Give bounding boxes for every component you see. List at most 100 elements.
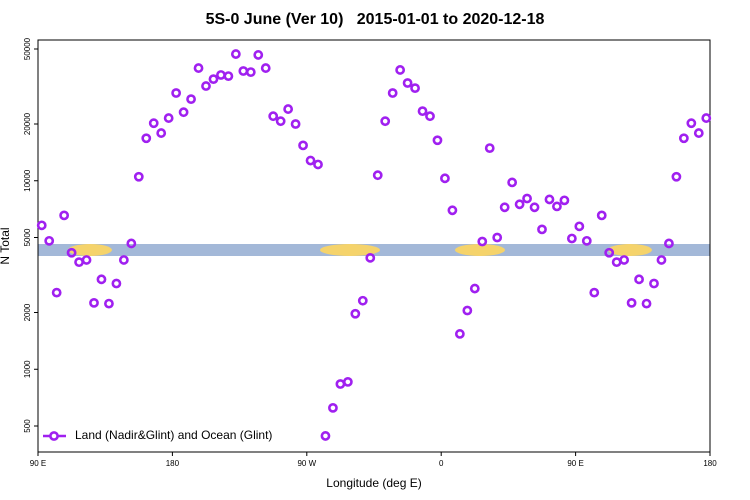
data-point xyxy=(59,210,70,221)
data-point xyxy=(186,94,196,105)
data-point xyxy=(290,119,301,129)
data-point xyxy=(275,116,286,127)
data-point xyxy=(260,63,271,73)
data-point xyxy=(141,133,152,144)
data-point xyxy=(544,194,555,205)
data-point xyxy=(701,113,712,123)
data-point xyxy=(118,255,129,265)
data-point xyxy=(656,255,667,265)
data-point xyxy=(529,202,540,213)
y-tick-label: 2000 xyxy=(23,303,32,321)
data-point xyxy=(499,202,510,213)
x-tick-label: 90 E xyxy=(567,459,583,468)
y-tick-label: 500 xyxy=(23,419,32,433)
legend-marker xyxy=(49,431,59,441)
y-tick-label: 10000 xyxy=(23,169,32,192)
data-point xyxy=(402,78,413,88)
data-point xyxy=(372,170,383,181)
x-tick-label: 90 E xyxy=(30,459,46,468)
data-point xyxy=(566,233,577,244)
y-tick-label: 5000 xyxy=(23,228,32,246)
data-point xyxy=(305,155,316,166)
data-point xyxy=(492,232,503,243)
data-point xyxy=(335,379,346,389)
data-point xyxy=(74,257,84,268)
data-point xyxy=(581,235,592,246)
data-point xyxy=(111,278,122,289)
data-point xyxy=(283,104,294,114)
data-point xyxy=(66,247,77,258)
data-point xyxy=(425,111,435,122)
data-point xyxy=(641,298,652,309)
x-tick-label: 0 xyxy=(439,459,444,468)
plot-frame xyxy=(37,39,711,453)
y-tick-label: 20000 xyxy=(23,112,32,135)
data-point xyxy=(514,199,525,210)
data-point xyxy=(298,140,308,151)
y-tick-label: 1000 xyxy=(23,360,32,378)
data-point xyxy=(417,106,428,117)
data-point xyxy=(320,431,331,441)
data-point xyxy=(208,74,219,85)
data-point xyxy=(619,255,630,265)
data-point xyxy=(589,287,600,298)
y-axis-label: N Total xyxy=(0,227,12,264)
data-point xyxy=(596,210,607,221)
data-point xyxy=(81,255,92,265)
data-point xyxy=(223,71,234,82)
data-point xyxy=(171,88,182,98)
data-point xyxy=(634,274,644,285)
data-point xyxy=(410,83,420,94)
data-point xyxy=(477,236,488,247)
data-point xyxy=(454,329,465,339)
data-point xyxy=(462,305,473,316)
data-point xyxy=(380,116,391,127)
data-point xyxy=(89,297,99,308)
data-point xyxy=(245,67,256,78)
data-point xyxy=(559,195,570,206)
data-point xyxy=(574,221,585,232)
data-point xyxy=(537,224,547,235)
data-point xyxy=(313,159,323,170)
x-axis-label: Longitude (deg E) xyxy=(326,476,421,490)
data-point xyxy=(44,235,55,246)
data-point xyxy=(126,238,137,249)
data-point xyxy=(678,133,689,144)
data-point xyxy=(365,252,376,263)
data-point xyxy=(507,177,518,188)
data-point xyxy=(671,171,682,182)
chart-title: 5S-0 June (Ver 10) 2015-01-01 to 2020-12… xyxy=(206,11,545,28)
data-point xyxy=(268,111,279,122)
legend-label: Land (Nadir&Glint) and Ocean (Glint) xyxy=(75,428,272,442)
data-point xyxy=(96,274,107,285)
data-point xyxy=(230,49,241,59)
y-tick-label: 50000 xyxy=(23,37,32,60)
x-tick-label: 180 xyxy=(703,459,717,468)
data-point xyxy=(238,66,249,76)
data-point xyxy=(148,118,159,129)
data-point xyxy=(686,118,697,129)
data-point xyxy=(440,173,450,184)
x-tick-label: 90 W xyxy=(297,459,316,468)
surface-band xyxy=(38,244,710,256)
data-point xyxy=(36,220,47,231)
data-point xyxy=(178,107,189,118)
data-point xyxy=(216,70,226,80)
data-point xyxy=(51,287,62,298)
data-point xyxy=(522,193,532,204)
data-point xyxy=(395,65,406,75)
data-point xyxy=(604,247,615,258)
data-point xyxy=(328,402,338,413)
data-point xyxy=(649,278,659,289)
data-point xyxy=(253,50,264,60)
data-point xyxy=(163,113,174,123)
data-point xyxy=(611,257,622,268)
data-point xyxy=(350,308,361,319)
data-point xyxy=(484,143,495,154)
data-point xyxy=(357,295,368,306)
data-point xyxy=(664,238,674,249)
data-point xyxy=(447,205,458,216)
data-point xyxy=(693,128,704,138)
data-point xyxy=(133,171,144,182)
